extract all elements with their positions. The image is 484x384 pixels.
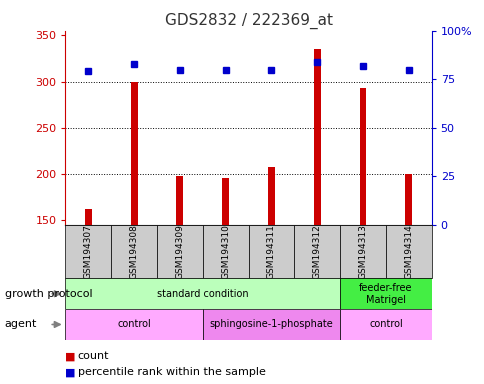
Bar bbox=[359, 88, 366, 225]
Bar bbox=[176, 176, 183, 225]
Text: percentile rank within the sample: percentile rank within the sample bbox=[77, 367, 265, 377]
Text: growth protocol: growth protocol bbox=[5, 289, 92, 299]
Text: GSM194313: GSM194313 bbox=[358, 224, 367, 279]
Bar bbox=[339, 225, 385, 278]
Bar bbox=[313, 49, 320, 225]
Bar bbox=[130, 81, 137, 225]
Text: GSM194307: GSM194307 bbox=[84, 224, 92, 279]
Bar bbox=[202, 225, 248, 278]
Bar bbox=[385, 225, 431, 278]
Bar bbox=[339, 309, 431, 340]
Bar bbox=[65, 278, 339, 309]
Text: ■: ■ bbox=[65, 367, 76, 377]
Text: standard condition: standard condition bbox=[157, 289, 248, 299]
Text: control: control bbox=[368, 319, 402, 329]
Text: sphingosine-1-phosphate: sphingosine-1-phosphate bbox=[209, 319, 333, 329]
Text: GSM194314: GSM194314 bbox=[404, 224, 412, 279]
Bar bbox=[65, 225, 111, 278]
Text: control: control bbox=[117, 319, 151, 329]
Bar bbox=[85, 209, 91, 225]
Bar bbox=[222, 179, 228, 225]
Text: feeder-free
Matrigel: feeder-free Matrigel bbox=[358, 283, 412, 305]
Bar bbox=[65, 309, 202, 340]
Text: GSM194308: GSM194308 bbox=[129, 224, 138, 279]
Bar bbox=[202, 309, 339, 340]
Text: GSM194312: GSM194312 bbox=[312, 224, 321, 279]
Bar bbox=[157, 225, 202, 278]
Bar bbox=[339, 278, 431, 309]
Bar bbox=[268, 167, 274, 225]
Title: GDS2832 / 222369_at: GDS2832 / 222369_at bbox=[164, 13, 332, 29]
Text: ■: ■ bbox=[65, 351, 76, 361]
Text: GSM194311: GSM194311 bbox=[266, 224, 275, 279]
Bar bbox=[294, 225, 339, 278]
Text: count: count bbox=[77, 351, 109, 361]
Bar bbox=[248, 225, 294, 278]
Text: agent: agent bbox=[5, 319, 37, 329]
Bar bbox=[111, 225, 157, 278]
Bar bbox=[405, 174, 411, 225]
Text: GSM194309: GSM194309 bbox=[175, 224, 184, 279]
Text: GSM194310: GSM194310 bbox=[221, 224, 230, 279]
